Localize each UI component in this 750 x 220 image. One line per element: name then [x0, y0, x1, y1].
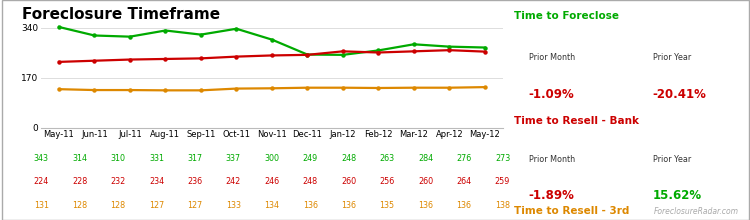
Text: 273: 273 [495, 154, 510, 163]
Text: 15.62%: 15.62% [652, 189, 702, 202]
Text: 314: 314 [72, 154, 87, 163]
Text: 232: 232 [110, 177, 126, 186]
Text: 135: 135 [380, 201, 394, 210]
Text: Prior Month: Prior Month [529, 53, 574, 62]
Text: 138: 138 [495, 201, 510, 210]
Text: -20.41%: -20.41% [652, 88, 706, 101]
Text: 127: 127 [149, 201, 164, 210]
Text: 236: 236 [188, 177, 202, 186]
Text: Prior Year: Prior Year [652, 53, 691, 62]
Text: 259: 259 [495, 177, 510, 186]
Text: 133: 133 [226, 201, 241, 210]
Text: 284: 284 [418, 154, 434, 163]
Text: 248: 248 [341, 154, 356, 163]
Text: 310: 310 [111, 154, 125, 163]
Text: -1.09%: -1.09% [529, 88, 574, 101]
Text: 248: 248 [303, 177, 318, 186]
Text: 343: 343 [34, 154, 49, 163]
Text: 128: 128 [72, 201, 87, 210]
Text: Foreclosure Timeframe: Foreclosure Timeframe [22, 7, 220, 22]
Text: Prior Month: Prior Month [529, 155, 574, 164]
Text: 317: 317 [188, 154, 202, 163]
Text: 264: 264 [457, 177, 472, 186]
Text: 246: 246 [264, 177, 280, 186]
Text: Prior Year: Prior Year [652, 155, 691, 164]
Text: 136: 136 [341, 201, 356, 210]
Text: 331: 331 [149, 154, 164, 163]
Text: -1.89%: -1.89% [529, 189, 574, 202]
Text: 337: 337 [226, 154, 241, 163]
Text: 134: 134 [264, 201, 279, 210]
Text: 260: 260 [418, 177, 434, 186]
Text: 242: 242 [226, 177, 241, 186]
Text: 224: 224 [34, 177, 49, 186]
Text: 234: 234 [149, 177, 164, 186]
Text: 127: 127 [188, 201, 202, 210]
Text: 131: 131 [34, 201, 49, 210]
Text: 249: 249 [303, 154, 318, 163]
Text: 276: 276 [457, 154, 472, 163]
Text: 136: 136 [457, 201, 472, 210]
Text: 260: 260 [341, 177, 356, 186]
Text: Time to Resell - 3rd: Time to Resell - 3rd [514, 206, 629, 216]
Text: 136: 136 [303, 201, 318, 210]
Text: 128: 128 [110, 201, 126, 210]
Text: Time to Resell - Bank: Time to Resell - Bank [514, 116, 639, 125]
Text: ForeclosureRadar.com: ForeclosureRadar.com [654, 207, 739, 216]
Text: 300: 300 [264, 154, 279, 163]
Text: 263: 263 [380, 154, 394, 163]
Text: Time to Foreclose: Time to Foreclose [514, 11, 619, 21]
Text: 228: 228 [72, 177, 87, 186]
Text: 256: 256 [380, 177, 394, 186]
Text: 136: 136 [419, 201, 434, 210]
